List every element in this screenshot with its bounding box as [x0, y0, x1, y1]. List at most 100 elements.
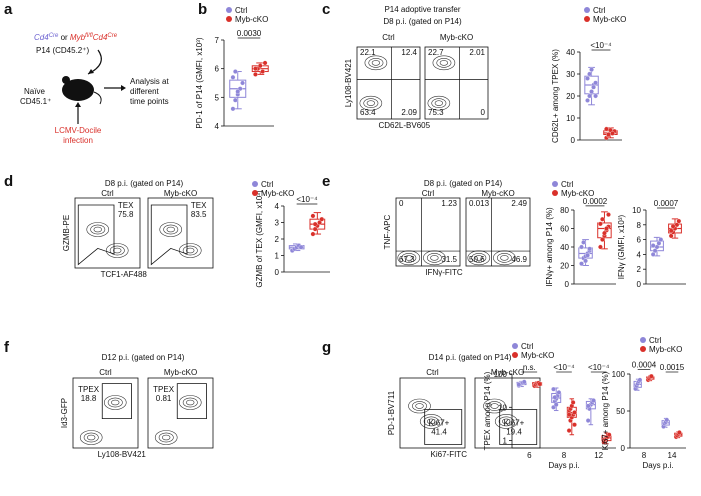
- p-value: <10⁻⁴: [588, 363, 610, 372]
- quadrant-value: 1.23: [441, 199, 457, 208]
- contour: [502, 418, 511, 425]
- data-point: [610, 131, 615, 136]
- legend-label: Myb-cKO: [521, 351, 554, 360]
- contour: [154, 430, 178, 445]
- data-point: [260, 69, 265, 74]
- y-tick-label: 2: [275, 235, 280, 244]
- plot-frame: [399, 377, 466, 449]
- x-tick-label: 6: [527, 451, 532, 460]
- data-point: [652, 248, 658, 254]
- y-tick-label: 1: [275, 252, 280, 261]
- data-point: [298, 244, 304, 250]
- plot-frame: [356, 46, 421, 120]
- contour: [182, 397, 198, 408]
- contour: [363, 98, 379, 109]
- data-point: [240, 80, 245, 86]
- gate-name: TPEX: [78, 385, 100, 394]
- x-tick-label: 8: [642, 451, 647, 460]
- contour: [439, 60, 449, 66]
- legend-marker: [226, 16, 232, 22]
- panel-letter: a: [4, 1, 13, 18]
- legend-marker: [226, 7, 232, 13]
- data-point: [598, 244, 603, 250]
- legend-marker: [640, 346, 646, 352]
- data-point: [312, 226, 318, 232]
- data-point: [650, 243, 656, 248]
- quadrant-value: 0: [481, 108, 486, 117]
- flow-ylabel: PD-1-BV711: [387, 390, 396, 435]
- data-point: [591, 398, 596, 403]
- panel-letter: e: [322, 173, 330, 190]
- data-point: [598, 221, 603, 227]
- y-axis-label: Ki67+ among P14 (%): [601, 371, 610, 450]
- y-tick-label: 0: [621, 444, 626, 453]
- y-tick-label: 5: [215, 93, 220, 102]
- data-point: [589, 67, 594, 72]
- contour: [496, 252, 512, 263]
- gate-value: 19.4: [506, 428, 522, 437]
- gate: [424, 409, 463, 445]
- data-point: [585, 252, 590, 258]
- contour: [419, 414, 443, 429]
- data-point: [583, 258, 588, 264]
- data-point: [656, 240, 662, 246]
- contour: [415, 403, 424, 409]
- contour: [474, 255, 483, 261]
- y-tick-label: 100: [494, 370, 508, 379]
- plot-name: Myb-cKO: [164, 368, 197, 377]
- gate-name: TPEX: [153, 385, 175, 394]
- contour: [186, 247, 195, 254]
- arrow-head: [88, 69, 94, 74]
- analysis-label: different: [130, 87, 160, 96]
- genotype-part: or: [58, 33, 70, 42]
- data-point: [257, 63, 263, 69]
- p14-label: P14 (CD45.2⁺): [36, 46, 89, 55]
- plot-name: Ctrl: [382, 33, 395, 42]
- y-axis-label: IFNγ (GMFI, x10³): [617, 214, 626, 279]
- plot-name: Ctrl: [99, 368, 112, 377]
- contour: [432, 55, 456, 71]
- legend-label: Myb-cKO: [561, 189, 594, 198]
- data-point: [310, 231, 316, 237]
- quadrant-value: 2.09: [401, 108, 417, 117]
- data-point: [604, 126, 609, 132]
- contour: [109, 245, 125, 256]
- plot-frame: [474, 377, 541, 449]
- plot-frame: [147, 377, 214, 449]
- contour: [182, 245, 198, 256]
- data-point: [650, 252, 656, 257]
- analysis-label: time points: [130, 97, 169, 106]
- gate: [150, 204, 188, 266]
- data-point: [552, 394, 558, 400]
- data-point: [587, 246, 592, 252]
- contour: [359, 95, 383, 111]
- contour: [483, 398, 506, 414]
- gate: [176, 383, 207, 420]
- contour: [163, 224, 179, 235]
- mouse-ear: [62, 76, 70, 84]
- y-tick-label: 4: [637, 250, 642, 259]
- flow-xlabel: Ly108-BV421: [98, 450, 147, 459]
- contour: [166, 226, 175, 233]
- genotype-part: Cd4: [93, 33, 108, 42]
- flow-ylabel: Id3-GFP: [60, 398, 69, 428]
- data-point: [585, 98, 590, 103]
- legend-label: Myb-cKO: [593, 15, 626, 24]
- contour: [498, 416, 514, 427]
- y-tick-label: 80: [560, 206, 569, 215]
- contour: [364, 55, 388, 71]
- contour: [500, 255, 509, 261]
- quadrant-value: 22.7: [428, 48, 444, 57]
- contour: [423, 416, 439, 427]
- contour: [426, 252, 442, 263]
- y-axis-label: TPEX among P14 (%): [483, 371, 492, 450]
- host-label: Naïve: [24, 87, 45, 96]
- data-point: [670, 223, 676, 229]
- genotype: Cd4Cre or Mybfl/flCd4Cre: [34, 33, 118, 42]
- contour: [105, 243, 129, 258]
- gate: [101, 383, 132, 420]
- data-point: [566, 412, 572, 418]
- contour: [111, 399, 120, 406]
- legend-marker: [552, 181, 558, 187]
